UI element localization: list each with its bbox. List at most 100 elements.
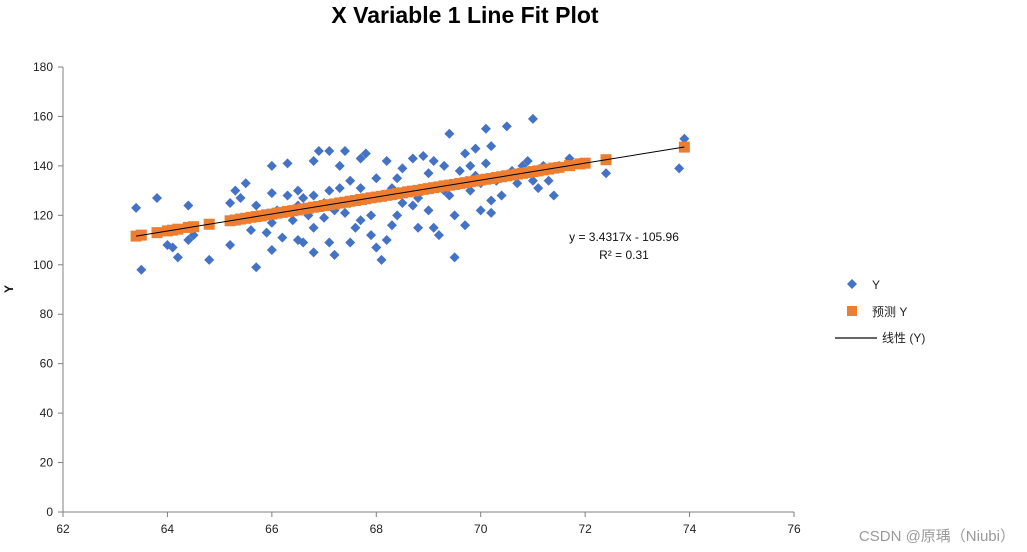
data-point-y (366, 210, 377, 221)
data-point-y (376, 254, 387, 265)
y-tick-label: 40 (40, 406, 54, 420)
watermark: CSDN @原瑀（Niubi） (858, 528, 1015, 545)
data-point-y (136, 264, 147, 275)
data-point-y (319, 212, 330, 223)
data-point-y (298, 193, 309, 204)
y-tick-label: 120 (33, 208, 53, 222)
data-point-y (292, 185, 303, 196)
data-point-y (407, 153, 418, 164)
data-point-y (282, 190, 293, 201)
data-point-y (480, 123, 491, 134)
x-tick-label: 74 (683, 522, 697, 536)
data-point-y (460, 220, 471, 231)
data-point-y (501, 121, 512, 132)
data-point-y (324, 185, 335, 196)
data-point-y (172, 252, 183, 263)
data-point-y (444, 190, 455, 201)
data-point-y (355, 153, 366, 164)
y-tick-label: 160 (33, 109, 53, 123)
y-tick-label: 20 (40, 456, 54, 470)
data-point-y (371, 242, 382, 253)
data-point-y (151, 193, 162, 204)
data-point-y (460, 148, 471, 159)
data-point-y (287, 215, 298, 226)
trendline (136, 146, 685, 237)
data-point-y (339, 207, 350, 218)
data-point-y (449, 210, 460, 221)
data-point-y (131, 202, 142, 213)
legend-label-trendline: 线性 (Y) (882, 331, 925, 345)
data-point-y (308, 190, 319, 201)
x-tick-label: 64 (161, 522, 175, 536)
data-point-y (240, 178, 251, 189)
data-point-y (397, 197, 408, 208)
y-tick-label: 180 (33, 60, 53, 74)
y-axis: 0 20 40 60 80 100 120 140 160 180 (33, 60, 64, 519)
x-tick-label: 66 (265, 522, 279, 536)
y-tick-label: 140 (33, 159, 53, 173)
x-tick-label: 76 (787, 522, 801, 536)
data-point-y (308, 247, 319, 258)
data-point-y (339, 146, 350, 157)
y-axis-title: Y (2, 285, 16, 293)
data-point-y (418, 151, 429, 161)
data-point-y (261, 227, 272, 238)
data-point-y (407, 200, 418, 211)
trendline-r2: R² = 0.31 (599, 248, 649, 262)
legend-label-predicted-y: 预测 Y (872, 305, 907, 319)
data-point-y (527, 175, 538, 186)
data-point-y (366, 230, 377, 241)
data-point-y (235, 193, 246, 204)
legend-label-y: Y (872, 278, 880, 292)
data-point-y (512, 178, 523, 189)
data-point-y (266, 244, 277, 255)
data-point-y (230, 185, 241, 196)
data-point-y (486, 195, 497, 206)
data-point-y (308, 222, 319, 233)
y-tick-label: 0 (46, 505, 53, 519)
data-point-y (480, 158, 491, 169)
data-point-y (475, 205, 486, 216)
data-point-y (496, 190, 507, 201)
data-point-y (386, 220, 397, 231)
data-point-y (392, 173, 403, 184)
data-point-y (282, 158, 293, 169)
legend-marker-y (847, 279, 857, 289)
legend: Y 预测 Y 线性 (Y) (835, 278, 925, 345)
data-point-y (392, 210, 403, 221)
data-point-y (355, 215, 366, 226)
data-point-y (381, 155, 392, 166)
data-point-y (225, 240, 236, 250)
data-point-y (433, 230, 444, 241)
data-point-y (449, 252, 460, 263)
data-point-y (334, 183, 345, 194)
data-point-y (527, 113, 538, 124)
data-point-y (533, 183, 544, 194)
data-point-y (324, 237, 335, 248)
data-point-y (601, 168, 612, 179)
data-point-y (225, 197, 236, 208)
data-point-y (543, 175, 554, 186)
data-point-y (371, 173, 382, 184)
data-point-y (439, 160, 450, 171)
data-point-y (397, 163, 408, 174)
data-point-y (679, 133, 690, 144)
data-point-y (486, 207, 497, 218)
data-point-y (423, 205, 434, 216)
data-point-y (329, 249, 340, 260)
x-tick-label: 72 (578, 522, 592, 536)
data-point-y (470, 143, 481, 154)
data-point-y (428, 155, 439, 166)
data-point-y (381, 235, 392, 246)
data-point-y (324, 146, 335, 157)
data-point-y (204, 254, 215, 265)
data-point-y (277, 232, 288, 243)
data-point-y (355, 183, 366, 194)
data-point-y (522, 155, 533, 166)
chart-title: X Variable 1 Line Fit Plot (331, 2, 599, 28)
trendline-equation: y = 3.4317x - 105.96 (569, 230, 679, 244)
x-tick-label: 70 (474, 522, 488, 536)
data-point-y (245, 225, 256, 236)
data-point-y (183, 235, 194, 246)
